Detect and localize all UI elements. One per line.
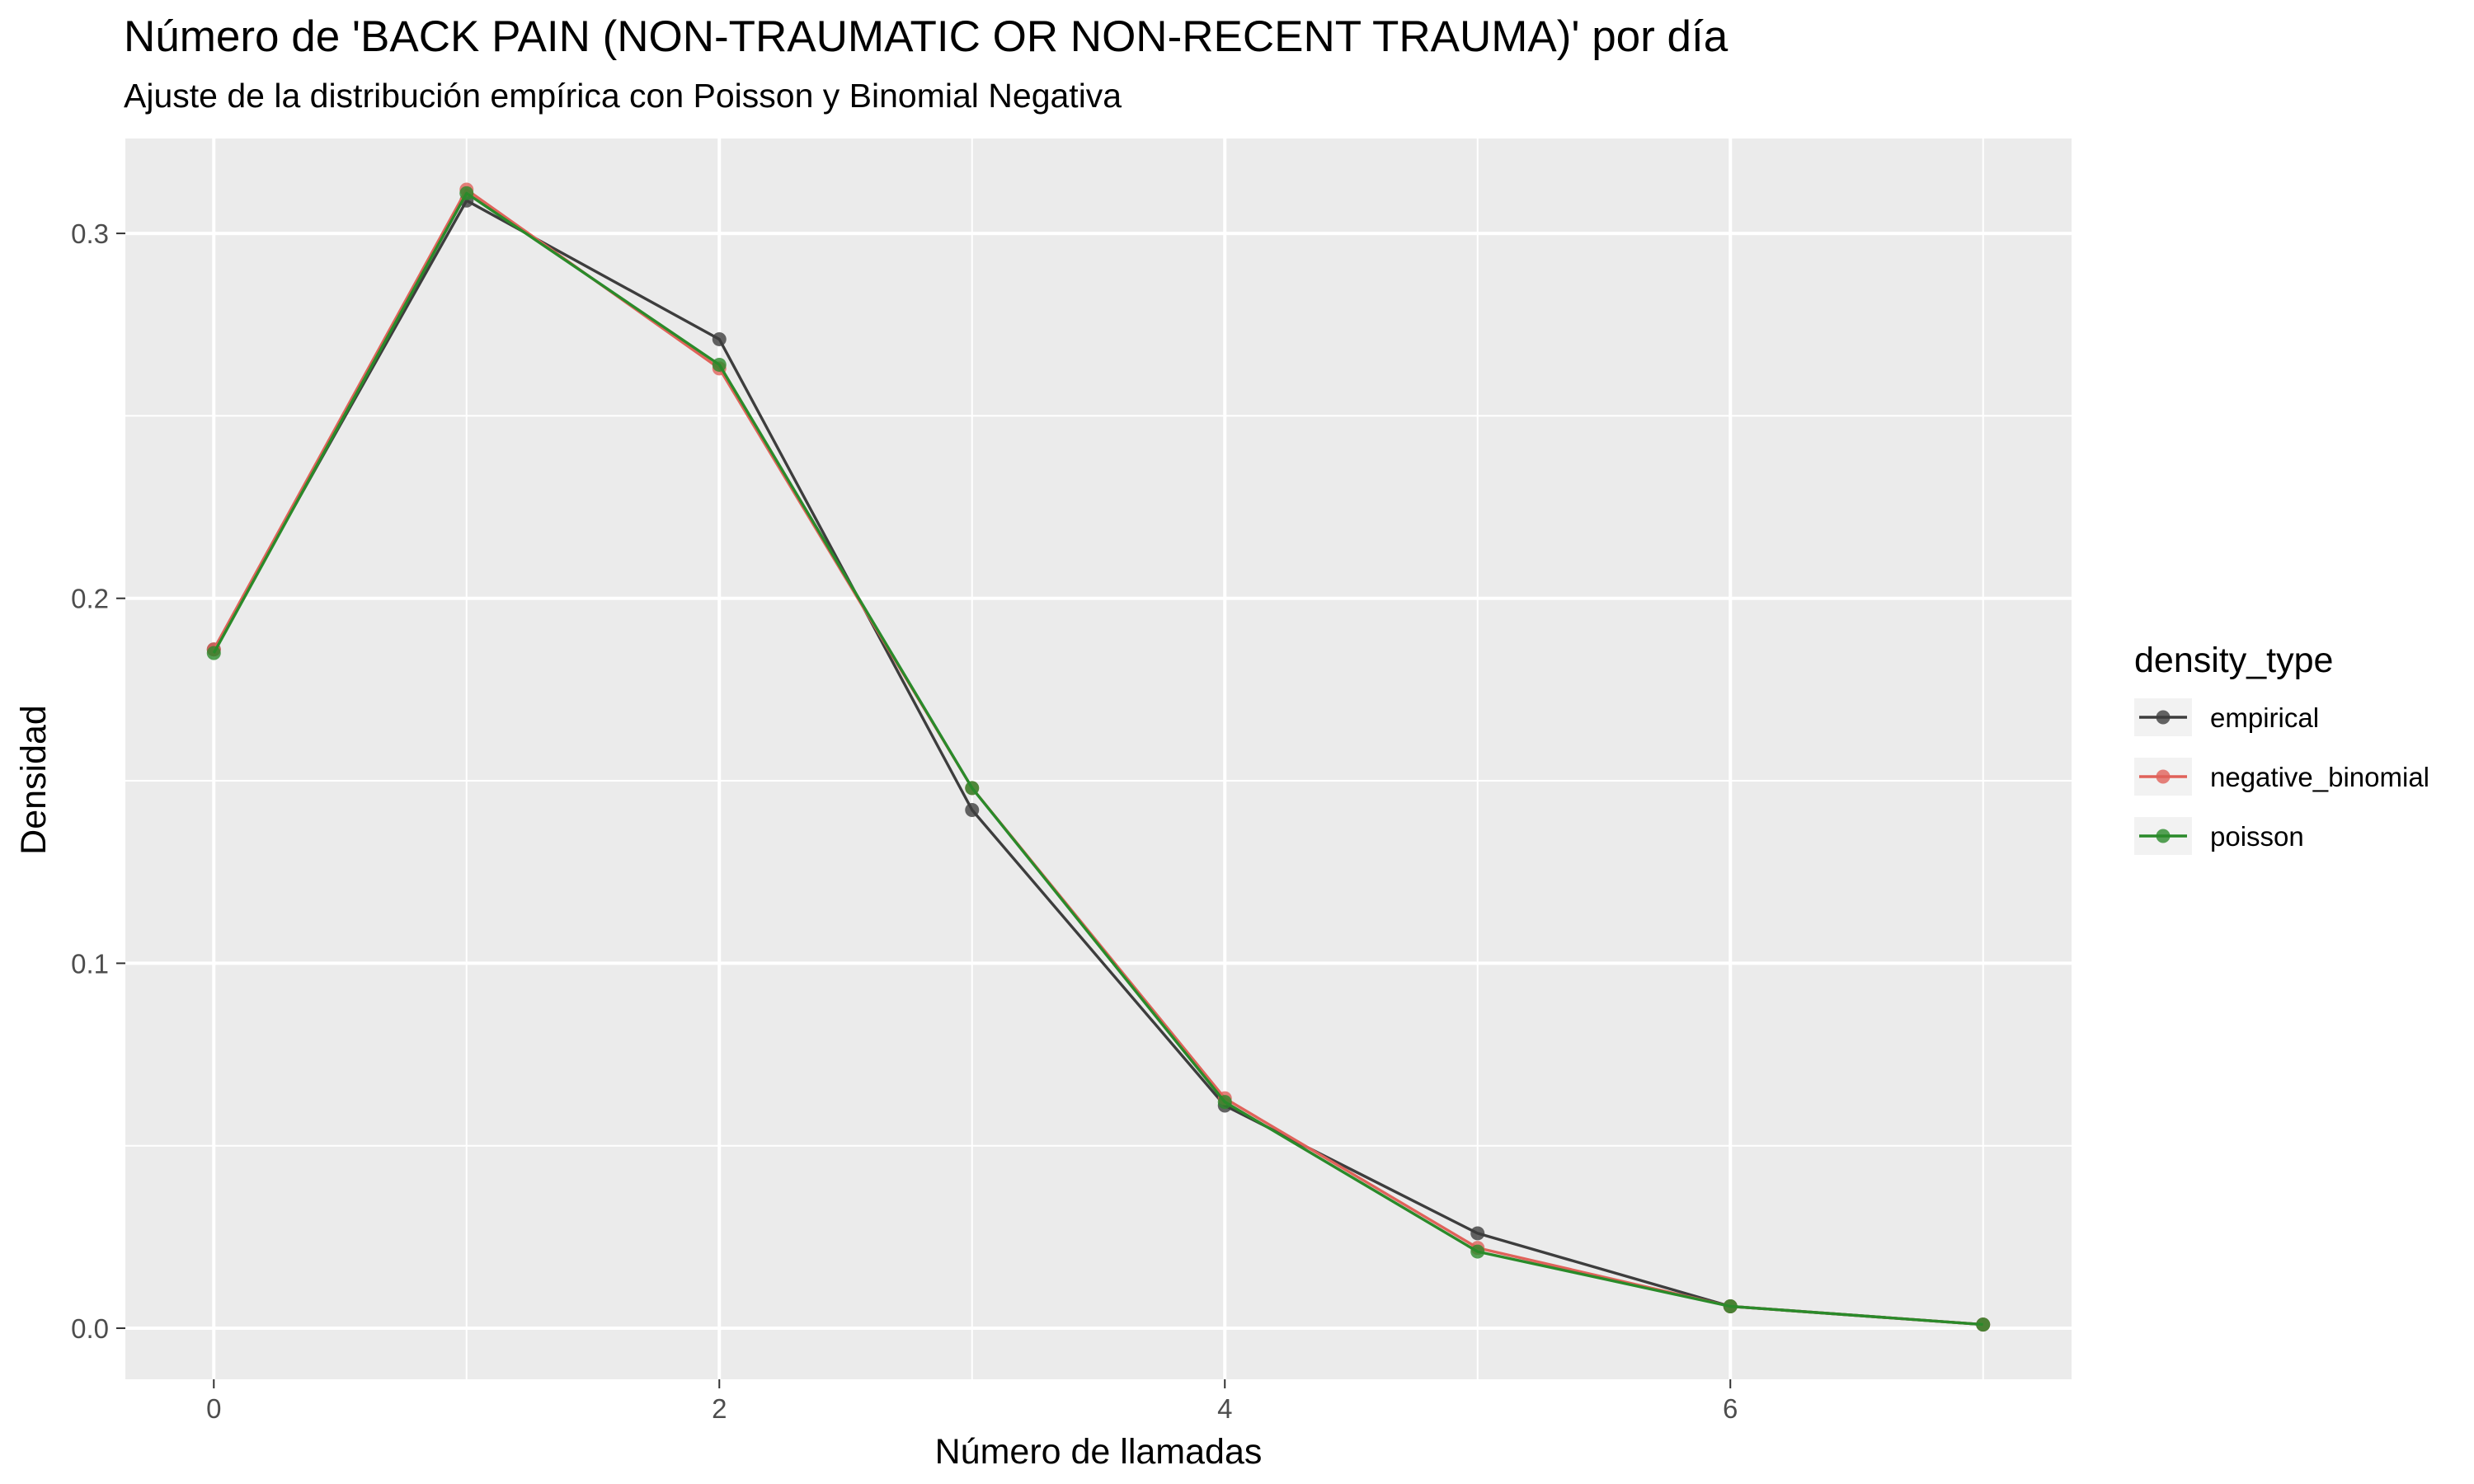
data-point-poisson (459, 186, 474, 200)
legend-key-point (2156, 769, 2171, 784)
data-point-poisson (206, 646, 221, 660)
axis-ticks: 0 2 4 6 0.0 0.1 0.2 0.3 (71, 218, 1738, 1424)
data-point-empirical (1470, 1226, 1485, 1241)
x-tick-label: 2 (712, 1393, 727, 1424)
major-gridlines (125, 139, 2072, 1379)
x-axis-title: Número de llamadas (935, 1432, 1263, 1472)
legend-label: poisson (2210, 821, 2304, 852)
minor-gridlines (125, 139, 2072, 1379)
chart-title: Número de 'BACK PAIN (NON-TRAUMATIC OR N… (124, 12, 1729, 61)
legend-title: density_type (2134, 641, 2333, 680)
y-tick-label: 0.3 (71, 218, 109, 249)
series-line-poisson (212, 191, 1983, 1327)
x-tick-label: 6 (1723, 1393, 1738, 1424)
legend-key-point (2156, 829, 2171, 843)
data-point-poisson (965, 781, 980, 796)
legend-label: negative_binomial (2210, 762, 2429, 792)
y-axis-title: Densidad (14, 705, 54, 855)
series-poisson (206, 186, 1991, 1332)
x-tick-label: 0 (206, 1393, 221, 1424)
legend-item-negative_binomial: negative_binomial (2134, 758, 2429, 796)
legend: density_type empirical negative_binomialp… (2134, 641, 2429, 855)
legend-item-empirical: empirical (2134, 698, 2319, 736)
legend-label: empirical (2210, 702, 2319, 733)
y-tick-label: 0.0 (71, 1313, 109, 1344)
data-point-poisson (1470, 1244, 1485, 1259)
data-point-poisson (1976, 1317, 1991, 1332)
legend-key-point (2156, 710, 2171, 725)
y-tick-label: 0.1 (71, 948, 109, 979)
series-line-empirical (212, 199, 1983, 1327)
plot-panel (125, 139, 2072, 1379)
data-point-poisson (712, 357, 727, 372)
series-layer (206, 182, 1991, 1332)
data-point-poisson (1217, 1095, 1232, 1110)
data-point-poisson (1723, 1298, 1738, 1313)
data-point-empirical (965, 802, 980, 817)
chart-subtitle: Ajuste de la distribución empírica con P… (124, 77, 1122, 115)
x-tick-label: 4 (1217, 1393, 1232, 1424)
y-tick-label: 0.2 (71, 584, 109, 614)
data-point-empirical (712, 331, 727, 346)
legend-item-poisson: poisson (2134, 817, 2304, 855)
